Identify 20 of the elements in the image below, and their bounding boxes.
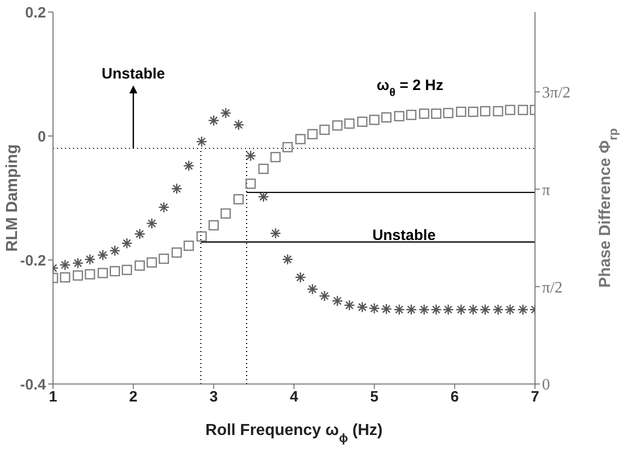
annotation: Unstable [372, 227, 436, 244]
x-tick-label: 4 [290, 388, 299, 406]
y-tick-label: 0.2 [25, 4, 46, 22]
y2-tick-label: π/2 [542, 279, 563, 296]
x-tick-label: 3 [209, 388, 218, 406]
x-tick-label: 7 [530, 388, 540, 406]
y-tick-label: 0 [38, 128, 46, 146]
x-axis-title: Roll Frequency ω$_{ϕ}$ (Hz) [205, 422, 383, 445]
y2-tick-label: 3π/2 [542, 84, 571, 102]
annotation: Unstable [102, 65, 166, 82]
x-tick-label: 1 [48, 388, 58, 406]
y-tick-label: -0.2 [20, 252, 46, 270]
y2-tick-label: 0 [542, 376, 550, 394]
x-tick-label: 5 [370, 388, 379, 406]
x-tick-label: 2 [129, 388, 138, 406]
y-tick-label: -0.4 [20, 376, 47, 394]
x-tick-label: 6 [450, 388, 459, 406]
y2-tick-label: π [542, 182, 550, 199]
y-axis-title: RLM Damping [4, 144, 21, 252]
annotation: ω$_{θ}$ = 2 Hz [376, 77, 444, 99]
